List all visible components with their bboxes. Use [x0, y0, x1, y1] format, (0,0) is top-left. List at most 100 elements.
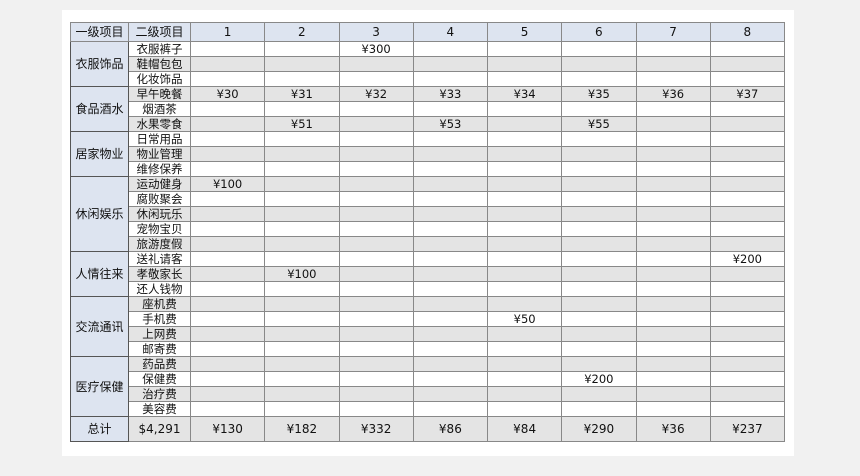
value-cell[interactable] — [189, 401, 266, 417]
value-cell[interactable] — [412, 266, 489, 282]
value-cell[interactable] — [709, 41, 786, 57]
level2-category[interactable]: 维修保养 — [128, 161, 191, 177]
value-cell[interactable] — [264, 326, 340, 342]
value-cell[interactable] — [635, 341, 711, 357]
value-cell[interactable] — [635, 41, 711, 57]
value-cell[interactable] — [635, 311, 711, 327]
value-cell[interactable] — [189, 251, 266, 267]
value-cell[interactable] — [561, 236, 637, 252]
value-cell[interactable] — [635, 386, 711, 402]
value-cell[interactable] — [709, 236, 786, 252]
level2-category[interactable]: 上网费 — [128, 326, 191, 342]
value-cell[interactable] — [635, 206, 711, 222]
value-cell[interactable] — [635, 251, 711, 267]
value-cell[interactable] — [264, 401, 340, 417]
value-cell[interactable] — [486, 296, 563, 312]
value-cell[interactable] — [189, 266, 266, 282]
value-cell[interactable] — [338, 161, 414, 177]
value-cell[interactable] — [338, 236, 414, 252]
level2-category[interactable]: 还人钱物 — [128, 281, 191, 297]
value-cell[interactable] — [264, 341, 340, 357]
value-cell[interactable] — [561, 311, 637, 327]
level2-category[interactable]: 水果零食 — [128, 116, 191, 132]
value-cell[interactable] — [635, 401, 711, 417]
value-cell[interactable] — [189, 356, 266, 372]
value-cell[interactable] — [338, 266, 414, 282]
value-cell[interactable] — [635, 131, 711, 147]
value-cell[interactable] — [264, 71, 340, 87]
value-cell[interactable] — [486, 191, 563, 207]
value-cell[interactable] — [412, 41, 489, 57]
value-cell[interactable]: ¥30 — [189, 86, 266, 102]
value-cell[interactable]: ¥37 — [709, 86, 786, 102]
value-cell[interactable] — [189, 71, 266, 87]
value-cell[interactable] — [486, 41, 563, 57]
value-cell[interactable] — [635, 101, 711, 117]
level1-category[interactable]: 居家物业 — [70, 131, 129, 177]
value-cell[interactable] — [189, 131, 266, 147]
value-cell[interactable] — [412, 281, 489, 297]
value-cell[interactable] — [412, 71, 489, 87]
value-cell[interactable] — [486, 236, 563, 252]
value-cell[interactable] — [264, 251, 340, 267]
value-cell[interactable] — [338, 146, 414, 162]
level2-category[interactable]: 宠物宝贝 — [128, 221, 191, 237]
value-cell[interactable] — [635, 371, 711, 387]
value-cell[interactable] — [264, 296, 340, 312]
value-cell[interactable] — [561, 101, 637, 117]
level2-category[interactable]: 孝敬家长 — [128, 266, 191, 282]
value-cell[interactable] — [338, 296, 414, 312]
value-cell[interactable] — [412, 311, 489, 327]
value-cell[interactable] — [412, 56, 489, 72]
value-cell[interactable] — [264, 146, 340, 162]
value-cell[interactable]: ¥53 — [412, 116, 489, 132]
value-cell[interactable] — [486, 341, 563, 357]
value-cell[interactable] — [189, 371, 266, 387]
value-cell[interactable] — [561, 41, 637, 57]
value-cell[interactable] — [561, 356, 637, 372]
value-cell[interactable]: ¥36 — [635, 86, 711, 102]
level1-category[interactable]: 人情往来 — [70, 251, 129, 297]
level2-category[interactable]: 烟酒茶 — [128, 101, 191, 117]
value-cell[interactable] — [635, 71, 711, 87]
level2-category[interactable]: 旅游度假 — [128, 236, 191, 252]
value-cell[interactable] — [412, 146, 489, 162]
value-cell[interactable]: ¥200 — [709, 251, 786, 267]
value-cell[interactable] — [412, 401, 489, 417]
value-cell[interactable] — [635, 326, 711, 342]
level2-category[interactable]: 座机费 — [128, 296, 191, 312]
value-cell[interactable] — [189, 101, 266, 117]
value-cell[interactable] — [338, 386, 414, 402]
value-cell[interactable] — [338, 341, 414, 357]
value-cell[interactable] — [709, 401, 786, 417]
level2-category[interactable]: 药品费 — [128, 356, 191, 372]
value-cell[interactable] — [709, 131, 786, 147]
value-cell[interactable] — [709, 341, 786, 357]
value-cell[interactable] — [264, 191, 340, 207]
value-cell[interactable] — [709, 281, 786, 297]
day-total[interactable]: ¥86 — [412, 416, 489, 442]
value-cell[interactable] — [189, 311, 266, 327]
value-cell[interactable] — [189, 386, 266, 402]
value-cell[interactable] — [709, 161, 786, 177]
value-cell[interactable] — [709, 206, 786, 222]
value-cell[interactable] — [412, 176, 489, 192]
value-cell[interactable] — [709, 266, 786, 282]
level2-category[interactable]: 保健费 — [128, 371, 191, 387]
value-cell[interactable] — [189, 326, 266, 342]
level2-category[interactable]: 美容费 — [128, 401, 191, 417]
day-total[interactable]: ¥36 — [635, 416, 711, 442]
level1-category[interactable]: 衣服饰品 — [70, 41, 129, 87]
day-total[interactable]: ¥182 — [264, 416, 340, 442]
value-cell[interactable] — [486, 161, 563, 177]
level2-category[interactable]: 休闲玩乐 — [128, 206, 191, 222]
value-cell[interactable] — [635, 236, 711, 252]
value-cell[interactable] — [635, 191, 711, 207]
value-cell[interactable]: ¥100 — [189, 176, 266, 192]
value-cell[interactable] — [486, 206, 563, 222]
value-cell[interactable] — [189, 236, 266, 252]
value-cell[interactable] — [709, 326, 786, 342]
value-cell[interactable] — [635, 56, 711, 72]
value-cell[interactable] — [338, 71, 414, 87]
value-cell[interactable] — [486, 116, 563, 132]
